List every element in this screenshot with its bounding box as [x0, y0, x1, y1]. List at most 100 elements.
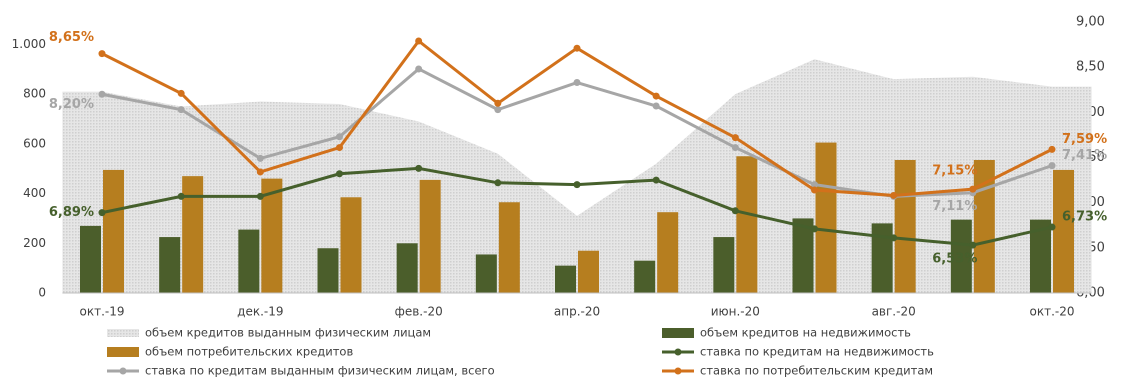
bar [159, 237, 181, 293]
bar [973, 159, 995, 293]
bar [317, 248, 339, 293]
line-marker [969, 185, 977, 193]
line-marker [1048, 145, 1056, 153]
y2-tick-label: 8,50 [1076, 60, 1105, 75]
line-marker [652, 176, 660, 184]
value-label: 7,15% [932, 164, 977, 179]
y-tick-label: 800 [23, 87, 46, 101]
line-marker [415, 37, 423, 45]
value-label: 6,53% [932, 252, 977, 267]
bar [103, 169, 124, 293]
bar [238, 229, 260, 293]
line-marker [177, 106, 185, 114]
bar [792, 218, 814, 293]
line-marker [652, 92, 660, 100]
line-marker [1048, 223, 1056, 231]
bar [736, 156, 758, 293]
line-marker [256, 168, 264, 176]
line-marker [731, 144, 739, 152]
legend-swatch [107, 347, 139, 357]
line-marker [969, 241, 977, 249]
bar [80, 225, 101, 293]
bar [498, 202, 520, 293]
line-marker [336, 170, 343, 178]
x-tick-label: фев.-20 [395, 305, 443, 319]
line-marker [336, 133, 343, 141]
line-marker [652, 102, 660, 110]
line-marker [1048, 162, 1056, 170]
value-label: 7,41% [1062, 148, 1107, 163]
x-tick-label: дек.-19 [237, 305, 283, 319]
bar [578, 250, 599, 293]
line-marker [731, 134, 739, 142]
value-label: 7,59% [1062, 132, 1107, 147]
y-tick-label: 1.000 [12, 37, 46, 51]
value-label: 6,73% [1062, 210, 1107, 225]
line-marker [573, 181, 581, 189]
line-marker [811, 181, 818, 189]
legend-swatch [119, 367, 127, 375]
x-tick-label: окт.-20 [1030, 305, 1075, 319]
line-marker [256, 192, 264, 200]
legend-label: объем кредитов выданным физическим лицам [145, 326, 431, 340]
line-marker [731, 207, 739, 215]
line-marker [494, 106, 502, 114]
bar [634, 260, 656, 293]
line-marker [890, 191, 898, 199]
bar [950, 219, 972, 293]
x-tick-label: апр.-20 [554, 305, 600, 319]
line-marker [890, 234, 898, 242]
line-marker [177, 192, 185, 200]
bar [419, 179, 441, 293]
bar [871, 223, 893, 293]
legend-label: объем потребительских кредитов [145, 345, 353, 359]
y-tick-label: 200 [23, 236, 46, 250]
value-label: 8,65% [49, 30, 94, 45]
x-tick-label: июн.-20 [711, 305, 760, 319]
line-marker [494, 179, 502, 187]
line-marker [98, 209, 106, 217]
legend-swatch [674, 367, 682, 375]
x-tick-label: авг.-20 [872, 305, 916, 319]
y-tick-label: 600 [23, 136, 46, 150]
line-marker [573, 79, 581, 87]
bar [396, 243, 418, 293]
bar [1030, 219, 1051, 293]
bar [1053, 169, 1074, 293]
value-label: 7,11% [932, 199, 977, 214]
bar [657, 212, 679, 293]
y-tick-label: 400 [23, 186, 46, 200]
line-marker [494, 99, 502, 107]
legend-swatch [107, 329, 139, 337]
legend-label: ставка по кредитам выданным физическим л… [145, 364, 495, 378]
bar [713, 237, 735, 293]
line-marker [415, 65, 423, 73]
line-marker [415, 164, 423, 172]
line-marker [177, 89, 185, 97]
line-marker [336, 144, 343, 152]
legend-label: объем кредитов на недвижимость [700, 326, 911, 340]
bar [182, 176, 204, 293]
line-marker [811, 186, 818, 194]
bar [340, 197, 362, 293]
value-label: 6,89% [49, 205, 94, 220]
y2-tick-label: 9,00 [1076, 15, 1105, 30]
legend-swatch [674, 348, 682, 356]
line-marker [98, 50, 106, 58]
legend-label: ставка по кредитам на недвижимость [700, 345, 934, 359]
line-marker [573, 44, 581, 52]
bar [555, 265, 576, 293]
line-marker [811, 225, 818, 233]
line-marker [98, 90, 106, 98]
value-label: 8,20% [49, 97, 94, 112]
line-marker [256, 154, 264, 162]
bar [475, 254, 497, 293]
y-tick-label: 0 [38, 286, 46, 300]
legend-swatch [662, 328, 694, 338]
legend-label: ставка по потребительским кредитам [700, 364, 933, 378]
x-tick-label: окт.-19 [80, 305, 125, 319]
bar [894, 159, 916, 293]
bar [261, 178, 283, 293]
bar [815, 142, 837, 293]
